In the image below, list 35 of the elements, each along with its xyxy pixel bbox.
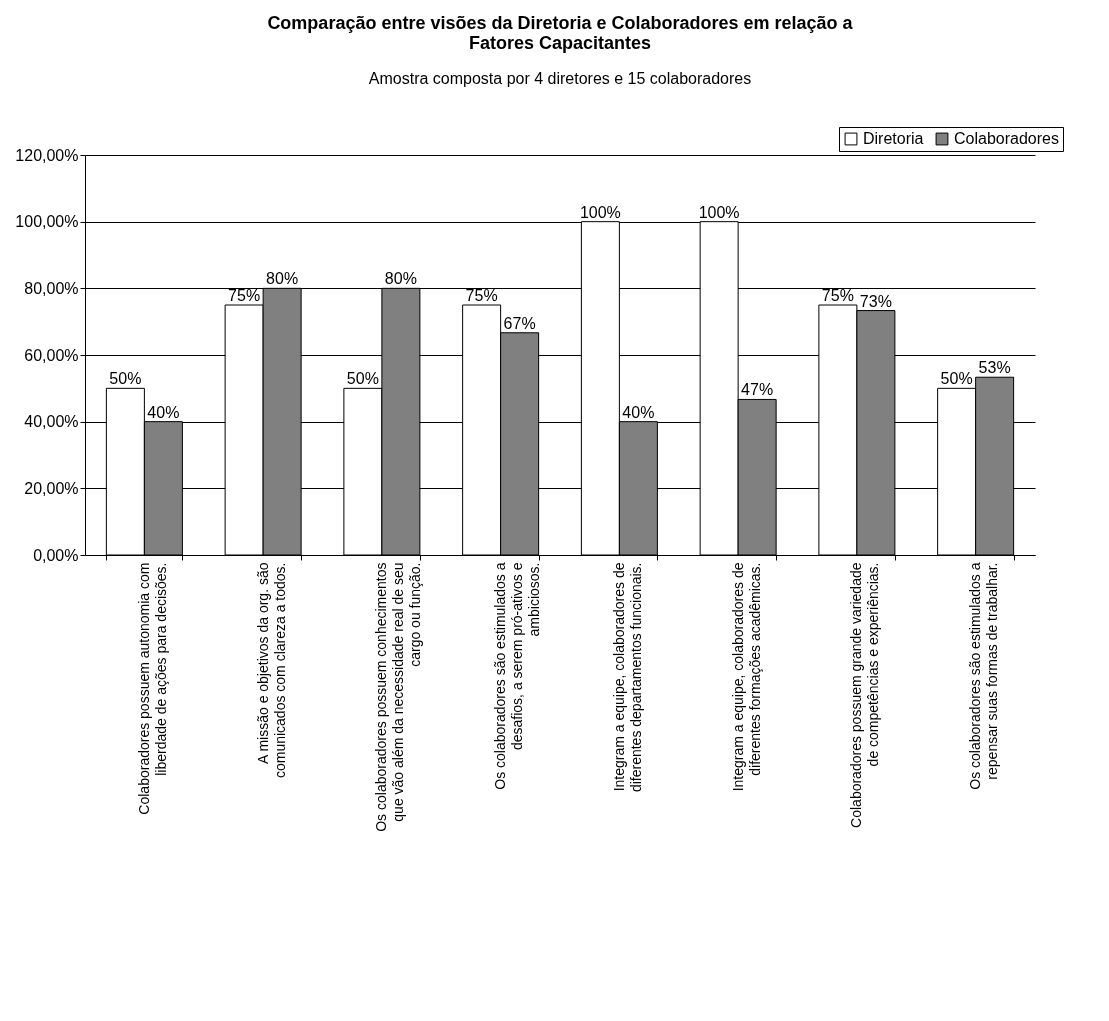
legend-label: Diretoria	[863, 130, 924, 147]
legend-label: Colaboradores	[954, 130, 1059, 147]
x-tick-label: Os colaboradores são estimulados a desafios, a serem pró-ativos e ambiciosos.	[492, 562, 543, 790]
data-label: 53%	[978, 359, 1011, 377]
data-label: 40%	[622, 403, 655, 421]
data-label: 75%	[228, 287, 261, 304]
data-label: 50%	[109, 370, 142, 388]
y-tick-label: 60,00%	[24, 346, 79, 364]
data-label: 67%	[503, 314, 536, 332]
chart-subtitle: Amostra composta por 4 diretores e 15 colaboradores	[368, 69, 752, 87]
y-tick-label: 100,00%	[15, 213, 79, 231]
x-tick-label: Integram a equipe, colaboradores de diferentes departamentos funcionais.	[610, 562, 644, 793]
chart-title: Comparação entre visões da Diretoria e Colaboradores em relação a Fatores Capacitantes	[267, 12, 854, 53]
data-label: 75%	[821, 287, 854, 304]
y-tick-label: 120,00%	[15, 146, 79, 164]
data-label: 80%	[266, 270, 299, 288]
data-label: 75%	[465, 287, 498, 304]
data-label: 50%	[346, 370, 379, 388]
data-label: 50%	[940, 370, 973, 388]
x-tick-label: Colaboradores possuem grande variedade de competências e experiências.	[848, 562, 882, 828]
x-tick-label: Os colaboradores são estimulados a repensar suas formas de trabalhar.	[967, 562, 1001, 790]
data-label: 100%	[579, 203, 621, 221]
data-label: 100%	[698, 203, 740, 221]
x-tick-label: Os colaboradores possuem conhecimentos que vão além da necessidade real de seu cargo ou função.	[373, 562, 424, 832]
y-tick-label: 0,00%	[33, 546, 79, 564]
data-label: 40%	[147, 403, 180, 421]
y-tick-label: 20,00%	[24, 479, 79, 497]
data-label: 80%	[384, 270, 417, 288]
x-tick-label: Integram a equipe, colaboradores de diferentes formações acadêmicas.	[729, 562, 763, 792]
data-label: 47%	[741, 381, 774, 399]
data-label: 73%	[859, 292, 892, 310]
x-tick-label: Colaboradores possuem autonomia com liberdade de ações para decisões.	[135, 562, 169, 815]
y-tick-label: 80,00%	[24, 279, 79, 297]
y-tick-label: 40,00%	[24, 413, 79, 431]
x-tick-label: A missão e objetivos da org. são comunicados com clareza a todos.	[254, 562, 288, 779]
